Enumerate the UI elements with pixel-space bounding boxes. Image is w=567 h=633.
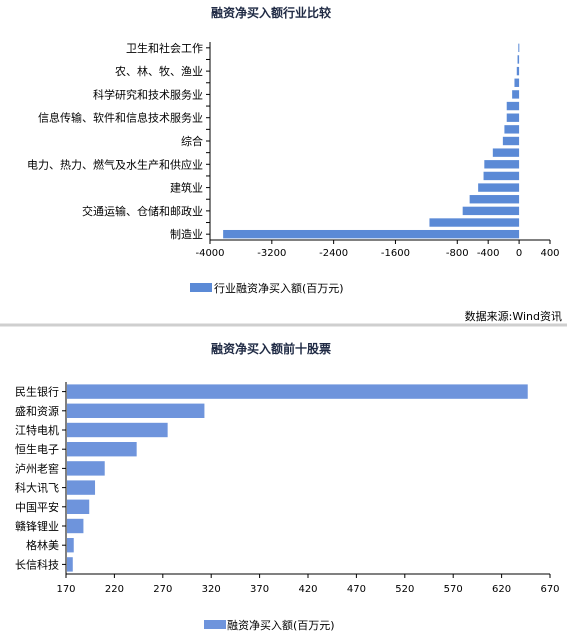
industry-bar	[478, 183, 520, 192]
top-stocks-bars	[67, 384, 528, 572]
stock-bar	[67, 480, 96, 495]
stock-x-tick-label: 220	[105, 584, 124, 595]
top-stocks-x-ticks: 170 220 270 320 370 420 470 520 570 620 670	[56, 574, 560, 595]
stock-category-label: 江特电机	[15, 423, 59, 437]
industry-x-tick-label: 400	[540, 248, 559, 259]
industry-legend-swatch	[190, 283, 212, 292]
stock-bar	[67, 422, 168, 438]
stock-x-tick-label: 620	[492, 584, 511, 595]
stock-x-tick-label: 520	[395, 584, 414, 595]
stock-category-label: 科大讯飞	[15, 481, 59, 495]
industry-bar	[506, 113, 520, 122]
industry-category-label: 交通运输、仓储和邮政业	[82, 204, 203, 218]
stock-bar	[67, 499, 90, 514]
industry-x-tick-label: -2400	[319, 248, 348, 259]
industry-bar	[504, 125, 520, 134]
industry-category-label: 信息传输、软件和信息技术服务业	[38, 111, 203, 125]
stock-category-label: 格林美	[26, 538, 59, 552]
stock-bar	[67, 538, 74, 553]
industry-category-label: 建筑业	[170, 181, 203, 195]
industry-bar	[429, 218, 520, 227]
industry-bar	[492, 148, 520, 157]
industry-bar	[223, 229, 520, 239]
stock-bar	[67, 518, 84, 534]
top-stocks-legend-label: 融资净买入额(百万元)	[227, 618, 335, 632]
industry-bar	[518, 43, 520, 53]
industry-bar	[514, 78, 520, 87]
stock-category-label: 赣锋锂业	[15, 519, 59, 533]
top-stocks-legend-swatch	[204, 620, 226, 629]
industry-category-label: 卫生和社会工作	[126, 41, 203, 55]
industry-bar	[517, 55, 520, 64]
industry-category-label: 农、林、牧、渔业	[115, 64, 203, 78]
stock-category-label: 民生银行	[15, 385, 59, 399]
industry-x-tick-label: -400	[477, 248, 500, 259]
industry-bar	[462, 206, 520, 216]
industry-bar	[502, 136, 520, 146]
industry-bar	[512, 90, 520, 99]
top-stocks-legend: 融资净买入额(百万元)	[204, 618, 335, 632]
industry-legend: 行业融资净买入额(百万元)	[190, 281, 344, 295]
industry-legend-label: 行业融资净买入额(百万元)	[214, 281, 344, 295]
stock-bar	[67, 384, 528, 399]
industry-bar	[469, 195, 520, 204]
stock-bar	[67, 403, 205, 418]
industry-x-tick-label: -3200	[257, 248, 286, 259]
industry-bars	[223, 43, 520, 239]
source-note: 数据来源:Wind资讯	[465, 309, 562, 323]
stock-bar	[67, 557, 73, 572]
industry-bar	[483, 171, 520, 181]
industry-chart-title: 融资净买入额行业比较	[211, 5, 331, 20]
industry-x-ticks: -4000 -3200 -2400 -1600 -800 -400 0 400	[195, 240, 560, 259]
stock-x-tick-label: 320	[202, 584, 221, 595]
top-stocks-chart: 融资净买入额前十股票 170 220 270 320 370 420 470 520 570 62…	[15, 341, 560, 632]
industry-bar	[516, 66, 520, 76]
industry-category-label: 电力、热力、燃气及水生产和供应业	[27, 157, 203, 171]
stock-bar	[67, 461, 105, 476]
stock-x-tick-label: 270	[153, 584, 172, 595]
stock-x-tick-label: 420	[298, 584, 317, 595]
top-stocks-chart-title: 融资净买入额前十股票	[211, 341, 331, 356]
industry-category-label: 制造业	[170, 227, 203, 241]
industry-bar	[484, 160, 520, 169]
industry-bar	[506, 101, 520, 111]
stock-x-tick-label: 570	[444, 584, 463, 595]
stock-category-label: 恒生电子	[15, 442, 59, 456]
stock-bar	[67, 442, 137, 457]
stock-x-tick-label: 470	[347, 584, 366, 595]
stock-category-label: 盛和资源	[15, 404, 59, 418]
stock-category-label: 泸州老窖	[15, 461, 59, 475]
industry-category-labels: 制造业 交通运输、仓储和邮政业 建筑业 电力、热力、燃气及水生产和供应业 综合 信息传输、…	[27, 41, 210, 241]
industry-chart: 融资净买入额行业比较 -4000 -3200 -2400 -1600 -800 -400 0…	[27, 5, 562, 323]
industry-category-label: 科学研究和技术服务业	[93, 87, 203, 101]
stock-category-label: 长信科技	[15, 557, 59, 571]
industry-x-tick-label: 0	[516, 248, 522, 259]
industry-x-tick-label: -4000	[195, 248, 224, 259]
stock-x-tick-label: 170	[56, 584, 75, 595]
industry-category-label: 综合	[181, 134, 203, 148]
stock-x-tick-label: 670	[540, 584, 559, 595]
stock-category-label: 中国平安	[15, 500, 59, 514]
industry-x-tick-label: -800	[446, 248, 469, 259]
stock-x-tick-label: 370	[250, 584, 269, 595]
industry-x-tick-label: -1600	[381, 248, 410, 259]
